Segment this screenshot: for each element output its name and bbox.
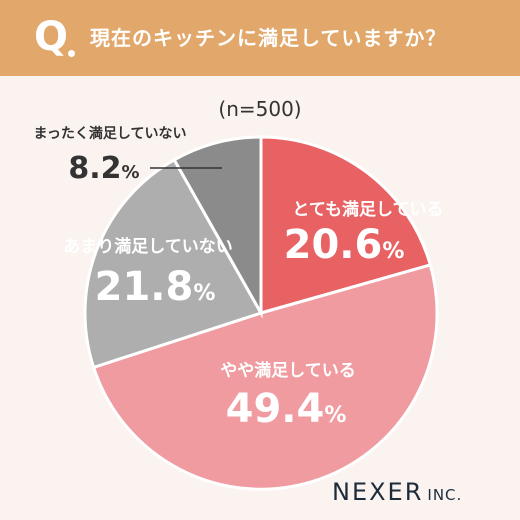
brand-logo: NEXER INC. [332,478,462,506]
q-dot-icon [68,50,75,57]
question-text: 現在のキッチンに満足していますか？ [90,26,447,50]
slice-value: 21.8% [95,264,216,310]
sample-size-label: (n=500) [218,97,302,121]
brand-suffix: INC. [427,486,463,504]
pie-slice [83,157,264,370]
question-header: Q 現在のキッチンに満足していますか？ [0,0,520,76]
slice-label: あまり満足していない [63,236,233,257]
pie-slice [172,135,263,319]
pie-slice [259,135,433,315]
slice-label: とても満足している [292,199,443,220]
brand-name: NEXER [332,478,424,506]
slice-value: 8.2% [68,151,139,186]
slice-label: まったく満足していない [33,125,186,142]
slice-label: やや満足している [220,360,356,381]
slice-value: 20.6% [284,222,405,268]
pie-slice [91,263,439,491]
q-mark: Q [34,14,69,60]
slice-value: 49.4% [226,386,347,432]
